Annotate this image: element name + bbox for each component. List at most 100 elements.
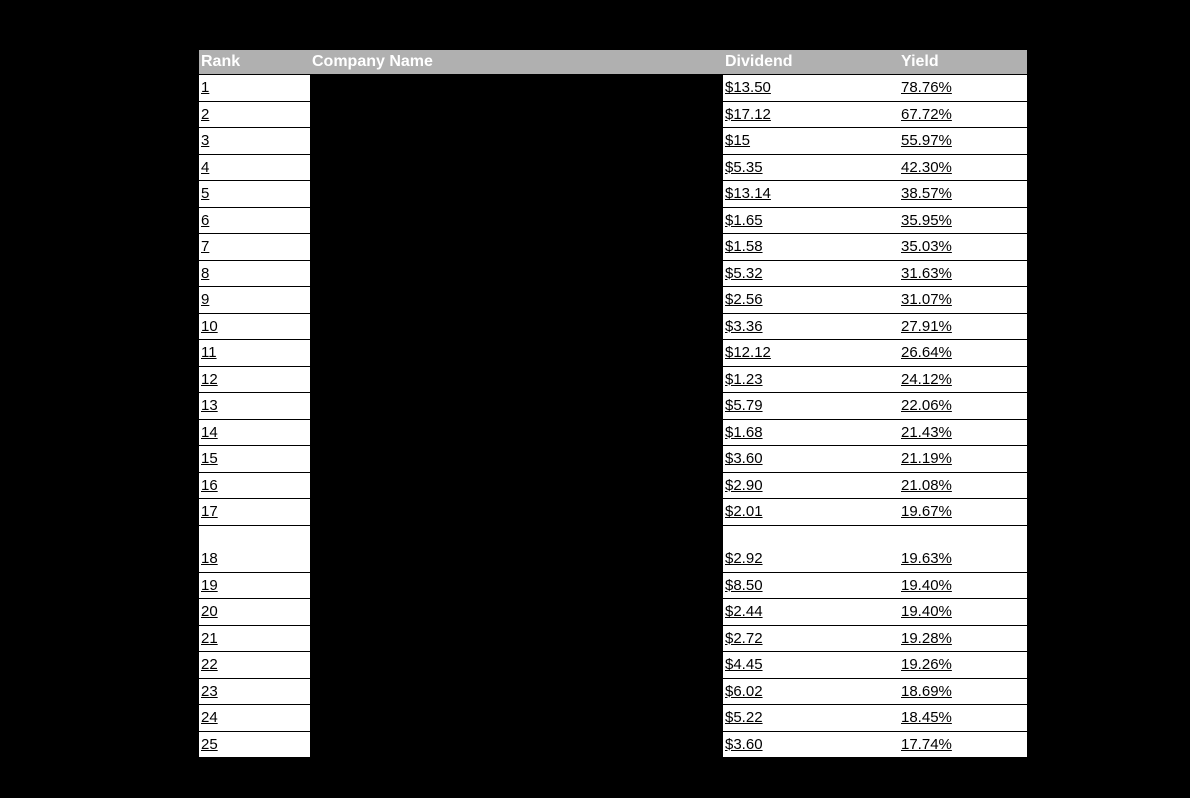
cell-company[interactable] [310, 572, 723, 599]
yield-link[interactable]: 24.12% [901, 371, 952, 388]
cell-dividend[interactable]: $2.92 [723, 525, 899, 572]
yield-link[interactable]: 19.26% [901, 656, 952, 673]
cell-yield[interactable]: 55.97% [899, 128, 1027, 155]
dividend-link[interactable]: $1.65 [725, 212, 763, 229]
dividend-link[interactable]: $5.35 [725, 159, 763, 176]
cell-dividend[interactable]: $1.65 [723, 207, 899, 234]
cell-yield[interactable]: 67.72% [899, 101, 1027, 128]
cell-dividend[interactable]: $13.50 [723, 75, 899, 102]
yield-link[interactable]: 19.63% [901, 550, 952, 567]
rank-link[interactable]: 15 [201, 450, 218, 467]
rank-link[interactable]: 13 [201, 397, 218, 414]
cell-company[interactable] [310, 75, 723, 102]
cell-yield[interactable]: 21.08% [899, 472, 1027, 499]
rank-link[interactable]: 18 [201, 550, 218, 567]
cell-rank[interactable]: 2 [199, 101, 310, 128]
cell-company[interactable] [310, 181, 723, 208]
cell-rank[interactable]: 16 [199, 472, 310, 499]
cell-rank[interactable]: 23 [199, 678, 310, 705]
yield-link[interactable]: 35.03% [901, 238, 952, 255]
cell-dividend[interactable]: $17.12 [723, 101, 899, 128]
dividend-link[interactable]: $8.50 [725, 577, 763, 594]
yield-link[interactable]: 18.45% [901, 709, 952, 726]
cell-yield[interactable]: 35.03% [899, 234, 1027, 261]
rank-link[interactable]: 8 [201, 265, 209, 282]
yield-link[interactable]: 67.72% [901, 106, 952, 123]
cell-dividend[interactable]: $8.50 [723, 572, 899, 599]
cell-company[interactable] [310, 525, 723, 572]
yield-link[interactable]: 19.40% [901, 577, 952, 594]
yield-link[interactable]: 42.30% [901, 159, 952, 176]
cell-dividend[interactable]: $5.32 [723, 260, 899, 287]
dividend-link[interactable]: $5.32 [725, 265, 763, 282]
rank-link[interactable]: 19 [201, 577, 218, 594]
cell-yield[interactable]: 19.26% [899, 652, 1027, 679]
yield-link[interactable]: 55.97% [901, 132, 952, 149]
cell-dividend[interactable]: $13.14 [723, 181, 899, 208]
rank-link[interactable]: 12 [201, 371, 218, 388]
cell-yield[interactable]: 35.95% [899, 207, 1027, 234]
cell-company[interactable] [310, 207, 723, 234]
cell-rank[interactable]: 19 [199, 572, 310, 599]
cell-dividend[interactable]: $6.02 [723, 678, 899, 705]
cell-rank[interactable]: 22 [199, 652, 310, 679]
cell-yield[interactable]: 27.91% [899, 313, 1027, 340]
yield-link[interactable]: 26.64% [901, 344, 952, 361]
dividend-link[interactable]: $2.56 [725, 291, 763, 308]
rank-link[interactable]: 10 [201, 318, 218, 335]
cell-company[interactable] [310, 472, 723, 499]
cell-dividend[interactable]: $1.23 [723, 366, 899, 393]
dividend-link[interactable]: $2.90 [725, 477, 763, 494]
cell-yield[interactable]: 42.30% [899, 154, 1027, 181]
cell-dividend[interactable]: $2.90 [723, 472, 899, 499]
dividend-link[interactable]: $6.02 [725, 683, 763, 700]
cell-yield[interactable]: 21.19% [899, 446, 1027, 473]
cell-dividend[interactable]: $3.60 [723, 446, 899, 473]
rank-link[interactable]: 11 [201, 344, 217, 361]
cell-company[interactable] [310, 340, 723, 367]
dividend-link[interactable]: $12.12 [725, 344, 771, 361]
rank-link[interactable]: 7 [201, 238, 209, 255]
rank-link[interactable]: 14 [201, 424, 218, 441]
yield-link[interactable]: 19.40% [901, 603, 952, 620]
rank-link[interactable]: 25 [201, 736, 218, 753]
yield-link[interactable]: 17.74% [901, 736, 952, 753]
cell-dividend[interactable]: $2.56 [723, 287, 899, 314]
yield-link[interactable]: 18.69% [901, 683, 952, 700]
dividend-link[interactable]: $2.01 [725, 503, 763, 520]
cell-company[interactable] [310, 705, 723, 732]
col-header-rank[interactable]: Rank [199, 50, 310, 75]
rank-link[interactable]: 22 [201, 656, 218, 673]
dividend-link[interactable]: $1.23 [725, 371, 763, 388]
dividend-link[interactable]: $5.22 [725, 709, 763, 726]
cell-rank[interactable]: 7 [199, 234, 310, 261]
yield-link[interactable]: 38.57% [901, 185, 952, 202]
cell-yield[interactable]: 18.69% [899, 678, 1027, 705]
cell-rank[interactable]: 6 [199, 207, 310, 234]
cell-yield[interactable]: 19.63% [899, 525, 1027, 572]
cell-yield[interactable]: 22.06% [899, 393, 1027, 420]
cell-dividend[interactable]: $3.60 [723, 731, 899, 758]
cell-yield[interactable]: 18.45% [899, 705, 1027, 732]
rank-link[interactable]: 9 [201, 291, 209, 308]
yield-link[interactable]: 21.43% [901, 424, 952, 441]
cell-rank[interactable]: 24 [199, 705, 310, 732]
dividend-link[interactable]: $2.72 [725, 630, 763, 647]
rank-link[interactable]: 24 [201, 709, 218, 726]
cell-company[interactable] [310, 287, 723, 314]
cell-yield[interactable]: 26.64% [899, 340, 1027, 367]
cell-rank[interactable]: 15 [199, 446, 310, 473]
rank-link[interactable]: 1 [201, 79, 209, 96]
cell-company[interactable] [310, 731, 723, 758]
cell-yield[interactable]: 31.63% [899, 260, 1027, 287]
cell-yield[interactable]: 19.28% [899, 625, 1027, 652]
cell-yield[interactable]: 21.43% [899, 419, 1027, 446]
cell-rank[interactable]: 12 [199, 366, 310, 393]
cell-dividend[interactable]: $5.35 [723, 154, 899, 181]
cell-dividend[interactable]: $12.12 [723, 340, 899, 367]
rank-link[interactable]: 5 [201, 185, 209, 202]
cell-dividend[interactable]: $15 [723, 128, 899, 155]
cell-company[interactable] [310, 652, 723, 679]
dividend-link[interactable]: $4.45 [725, 656, 763, 673]
cell-rank[interactable]: 18 [199, 525, 310, 572]
